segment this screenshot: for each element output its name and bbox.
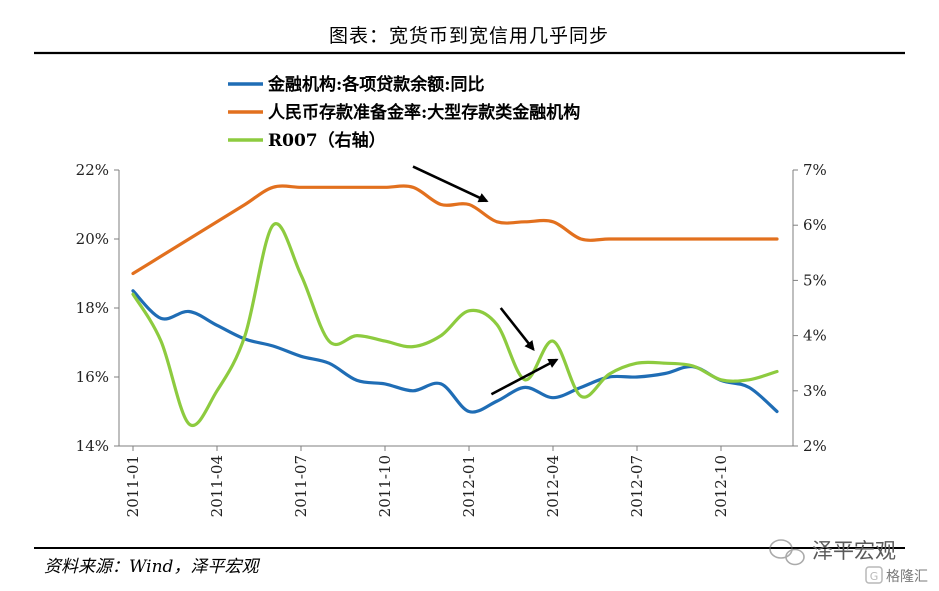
- legend-item-loan: 金融机构:各项贷款余额:同比: [228, 74, 485, 95]
- x-tick-label: 2012-07: [628, 455, 646, 517]
- watermark-sub: 格隆汇: [886, 569, 928, 585]
- watermark: 泽平宏观 G 格隆汇: [769, 539, 928, 585]
- x-tick-label: 2011-10: [376, 455, 394, 517]
- series-line-rrr: [131, 184, 779, 276]
- x-tick-label: 2011-04: [208, 455, 226, 517]
- right-tick-label: 6%: [803, 216, 827, 234]
- left-tick-label: 20%: [76, 230, 109, 248]
- left-axis-ticks: 14% 16% 18% 20% 22%: [76, 161, 119, 455]
- x-tick-label: 2012-04: [544, 455, 562, 517]
- legend-label-r007: R007（右轴）: [268, 130, 386, 151]
- wechat-logo-icon: [769, 539, 805, 566]
- left-tick-label: 16%: [76, 368, 109, 386]
- watermark-brand: 泽平宏观: [812, 539, 896, 563]
- right-tick-label: 2%: [803, 437, 827, 455]
- svg-text:G: G: [870, 570, 879, 583]
- right-tick-label: 4%: [803, 327, 827, 345]
- series-line-r007: [131, 222, 779, 428]
- legend-label-rrr: 人民币存款准备金率:大型存款类金融机构: [268, 102, 580, 123]
- x-tick-label: 2011-01: [124, 455, 142, 517]
- x-tick-label: 2012-10: [712, 455, 730, 517]
- source-note: 资料来源：Wind，泽平宏观: [44, 557, 260, 577]
- annotation-arrow: [499, 307, 535, 351]
- series-layer: [131, 184, 779, 428]
- left-tick-label: 22%: [76, 161, 109, 179]
- left-tick-label: 14%: [76, 437, 109, 455]
- right-tick-label: 7%: [803, 161, 827, 179]
- annotation-arrows: [412, 165, 559, 396]
- annotation-arrow: [490, 358, 559, 396]
- legend-item-r007: R007（右轴）: [228, 130, 386, 151]
- chart-title: 图表：宽货币到宽信用几乎同步: [329, 25, 609, 47]
- x-tick-label: 2012-01: [460, 455, 478, 517]
- legend: 金融机构:各项贷款余额:同比 人民币存款准备金率:大型存款类金融机构 R007（…: [228, 74, 580, 151]
- legend-item-rrr: 人民币存款准备金率:大型存款类金融机构: [228, 102, 580, 123]
- left-tick-label: 18%: [76, 299, 109, 317]
- right-tick-label: 5%: [803, 271, 827, 289]
- series-line-loan-growth: [131, 289, 779, 414]
- glh-logo-icon: G: [865, 566, 883, 584]
- x-tick-label: 2011-07: [292, 455, 310, 517]
- right-tick-label: 3%: [803, 382, 827, 400]
- annotation-arrow: [412, 165, 489, 203]
- x-axis-ticks: 2011-01 2011-04 2011-07 2011-10 2012-01 2012-…: [124, 446, 730, 517]
- legend-label-loan: 金融机构:各项贷款余额:同比: [267, 74, 485, 95]
- right-axis-ticks: 2% 3% 4% 5% 6% 7%: [793, 161, 827, 455]
